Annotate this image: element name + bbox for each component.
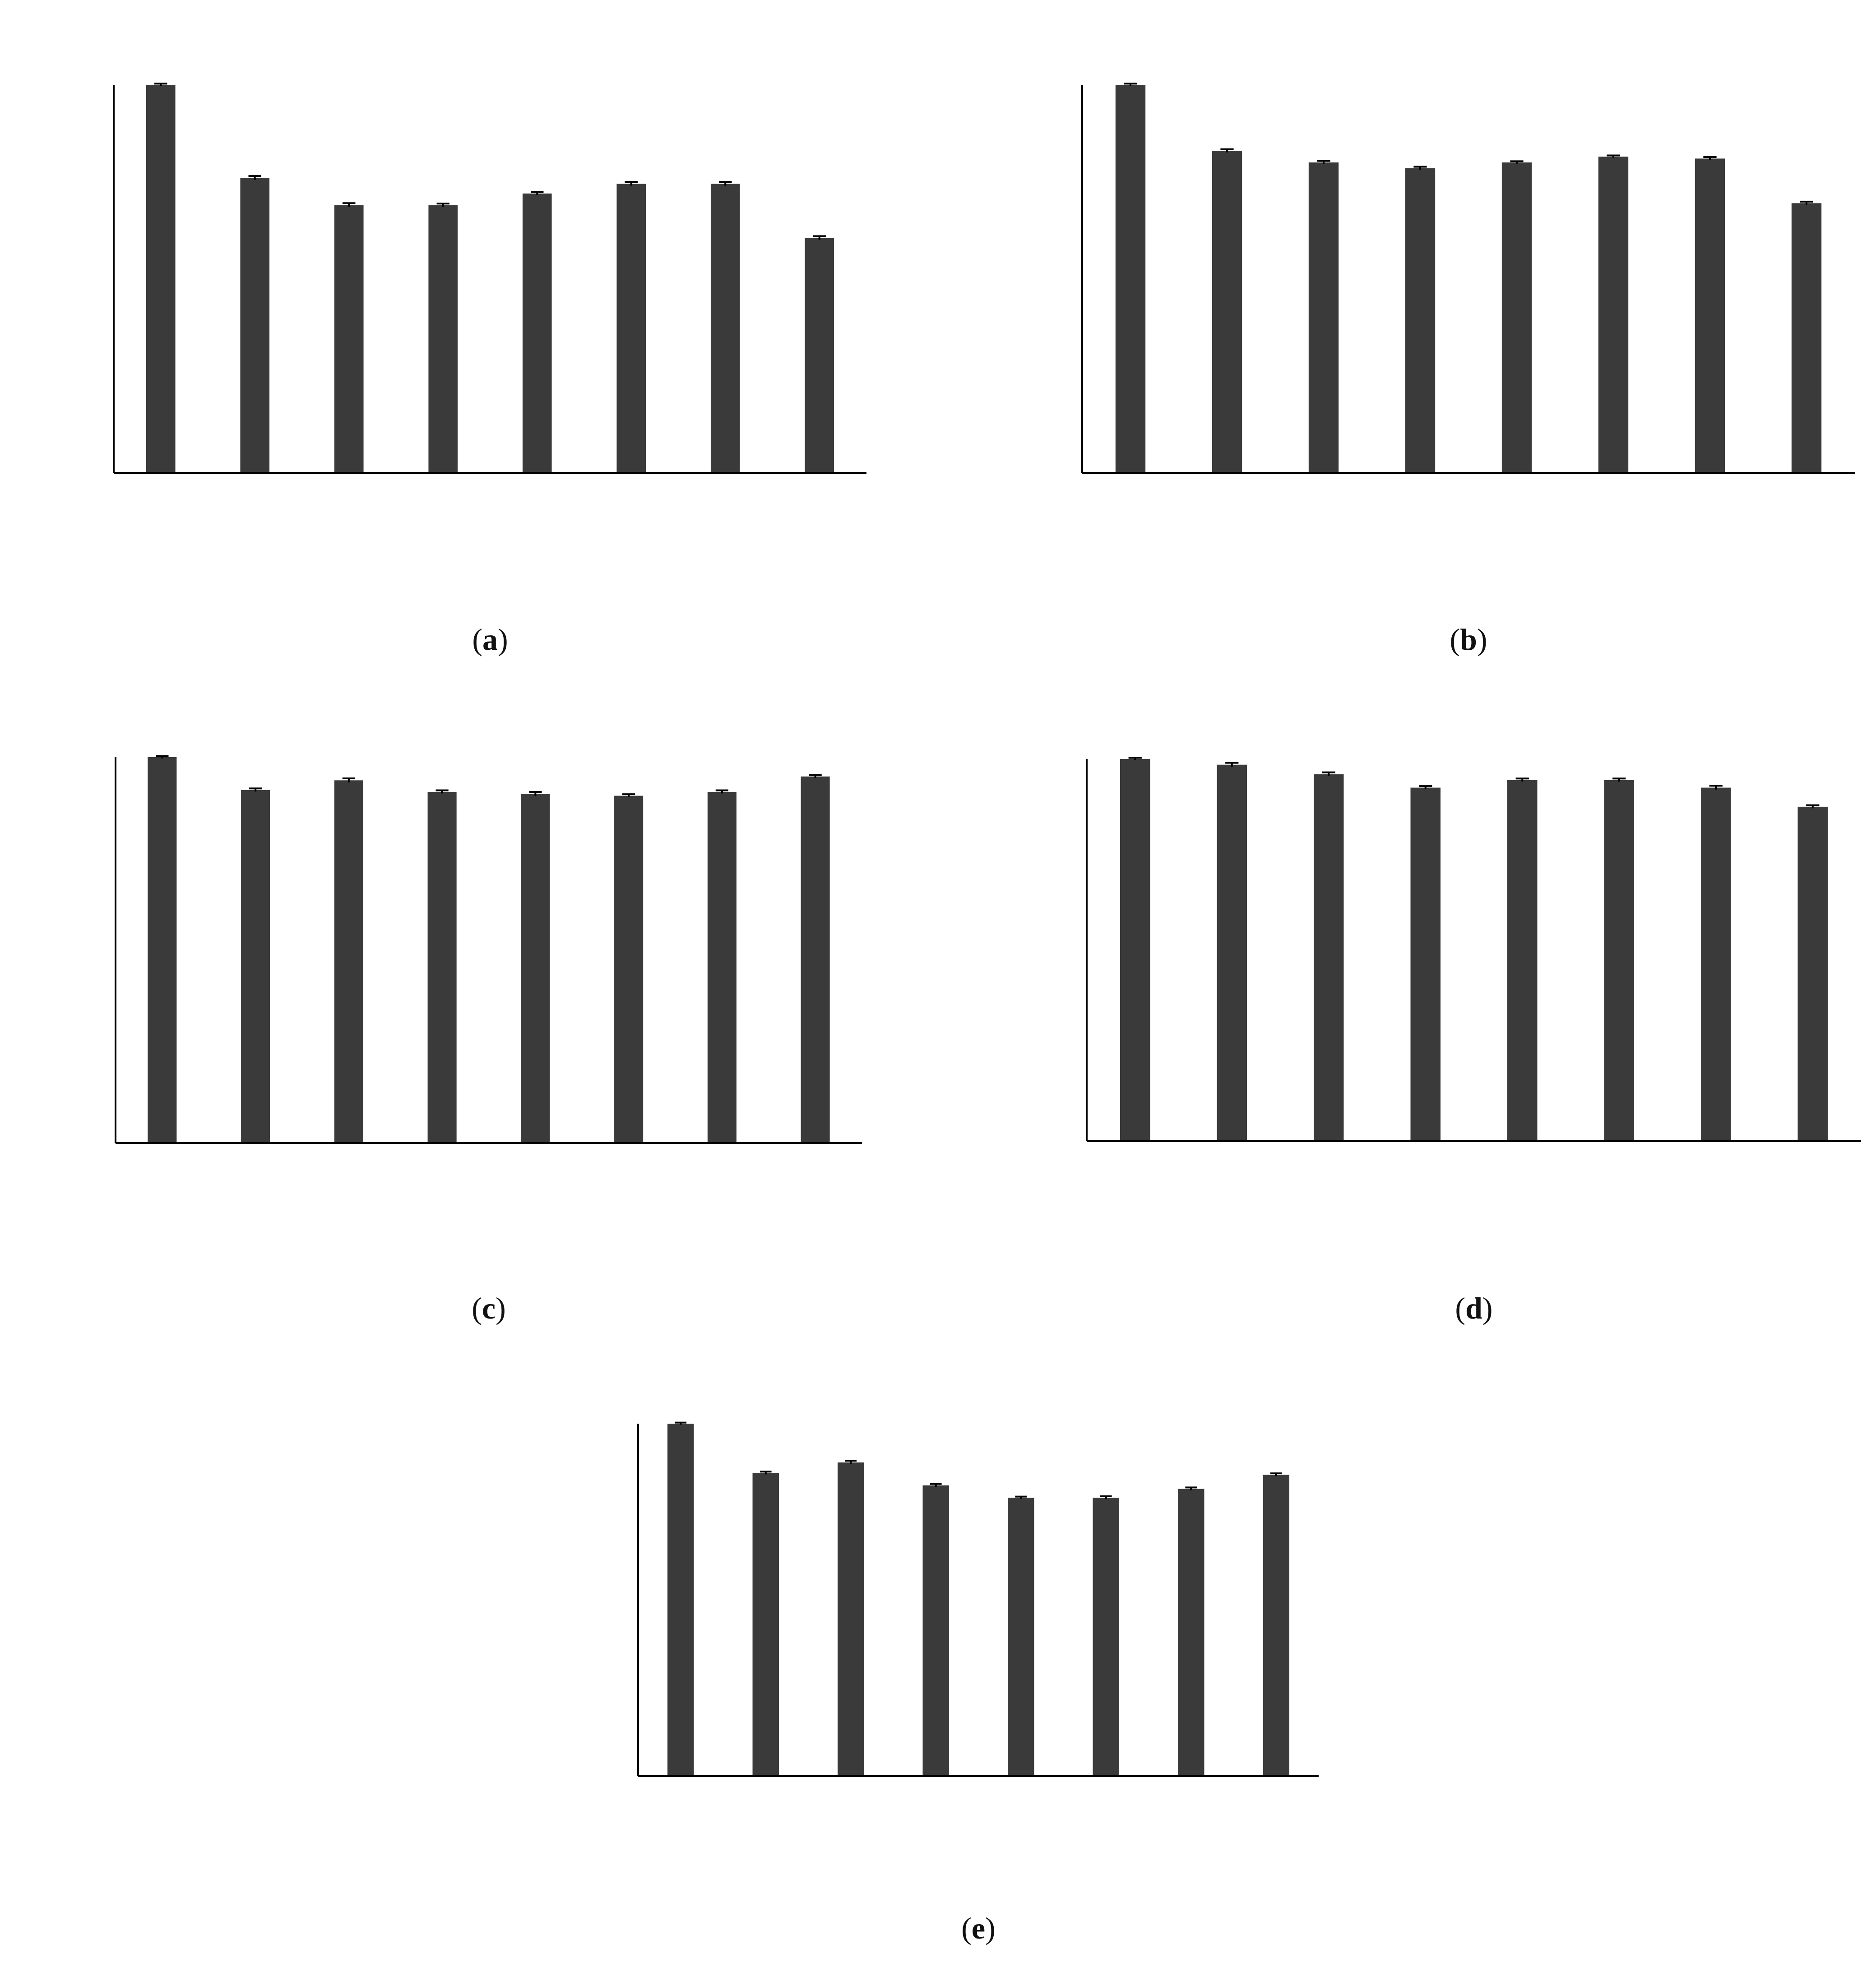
- panel-letter: a: [482, 622, 498, 657]
- bar: [334, 780, 363, 1143]
- panel-letter: b: [1460, 622, 1477, 657]
- panel-letter: c: [482, 1291, 496, 1325]
- bar: [1120, 759, 1150, 1141]
- bar: [240, 178, 270, 473]
- bar: [667, 1424, 694, 1776]
- bar: [1598, 157, 1629, 473]
- bar: [1008, 1498, 1034, 1776]
- panel-letter: e: [972, 1911, 985, 1945]
- bar: [521, 794, 550, 1143]
- panel-label: (a): [472, 622, 508, 657]
- panel-label: (e): [961, 1911, 996, 1945]
- chart-panel-c: (c): [115, 755, 862, 1325]
- bar: [1501, 162, 1532, 473]
- bar: [522, 193, 552, 473]
- bar: [1695, 158, 1725, 473]
- panel-label: (b): [1450, 622, 1487, 657]
- bar: [922, 1485, 949, 1776]
- bar: [801, 776, 830, 1143]
- bar: [146, 85, 176, 473]
- bar: [710, 184, 740, 473]
- chart-panel-e: (e): [637, 1421, 1319, 1945]
- bar: [1115, 85, 1146, 473]
- bar: [334, 205, 364, 473]
- bar: [1701, 787, 1731, 1141]
- bar: [148, 757, 177, 1143]
- bar: [1308, 162, 1339, 473]
- panel-label: (d): [1455, 1291, 1492, 1325]
- bar: [614, 796, 644, 1143]
- chart-panel-b: (b): [1081, 83, 1855, 657]
- bar: [1314, 774, 1344, 1141]
- bar: [1797, 806, 1828, 1141]
- panel-label: (c): [472, 1291, 506, 1325]
- bar: [805, 238, 834, 473]
- bar: [241, 790, 270, 1143]
- bar: [1178, 1489, 1204, 1776]
- bar: [1410, 787, 1441, 1141]
- bar: [616, 184, 646, 473]
- bar: [707, 791, 737, 1143]
- bar: [752, 1473, 779, 1776]
- bar: [1212, 151, 1242, 473]
- bar: [838, 1462, 864, 1776]
- chart-panel-d: (d): [1086, 757, 1861, 1325]
- bar: [1093, 1498, 1119, 1776]
- chart-panel-a: (a): [113, 83, 866, 657]
- bar: [428, 205, 458, 473]
- bar: [1507, 780, 1538, 1141]
- bar: [1405, 168, 1436, 473]
- bar: [1791, 203, 1822, 473]
- bar: [1263, 1475, 1289, 1776]
- bar: [1217, 764, 1247, 1141]
- bar: [427, 791, 457, 1143]
- panel-letter: d: [1465, 1291, 1482, 1325]
- bar: [1604, 780, 1634, 1141]
